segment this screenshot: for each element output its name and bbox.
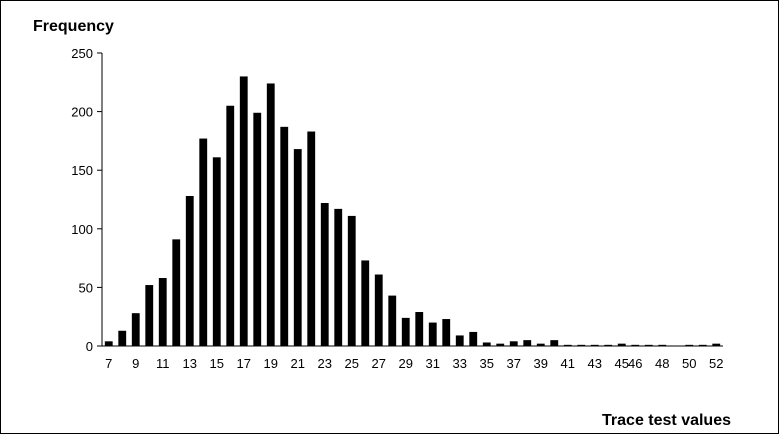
x-tick-label: 43	[588, 356, 602, 371]
y-tick-label: 100	[71, 222, 93, 237]
bar	[658, 344, 667, 346]
x-tick-label: 9	[132, 356, 139, 371]
bar	[617, 343, 626, 346]
bar	[685, 344, 694, 346]
bar	[604, 344, 613, 346]
x-tick-label: 52	[709, 356, 723, 371]
x-tick-label: 31	[426, 356, 440, 371]
x-tick-label: 17	[237, 356, 251, 371]
x-tick-label: 23	[318, 356, 332, 371]
bar	[401, 317, 410, 346]
x-tick-label: 19	[264, 356, 278, 371]
bar	[199, 138, 208, 346]
y-axis-label: Frequency	[33, 18, 114, 35]
y-ticks: 0 50 100 150 200 250	[71, 46, 102, 354]
bar	[509, 341, 518, 346]
bars	[104, 76, 721, 347]
bar	[523, 340, 532, 346]
x-tick-label: 39	[534, 356, 548, 371]
x-tick-label: 21	[291, 356, 305, 371]
x-tick-label: 48	[655, 356, 669, 371]
bar	[226, 105, 235, 347]
bar	[266, 83, 275, 346]
bar	[172, 239, 181, 346]
x-tick-label: 37	[507, 356, 521, 371]
bar	[145, 285, 154, 346]
x-tick-label: 29	[399, 356, 413, 371]
bar	[104, 341, 113, 346]
bar	[442, 319, 451, 346]
bar	[253, 112, 262, 347]
bar	[415, 312, 424, 346]
bar	[428, 322, 437, 346]
bar	[388, 295, 397, 346]
bar	[590, 344, 599, 346]
bar	[347, 215, 356, 346]
bar	[280, 126, 289, 346]
bar	[131, 313, 140, 346]
bar	[455, 335, 464, 346]
x-tick-label: 45	[615, 356, 629, 371]
bar	[496, 343, 505, 346]
bar	[239, 76, 248, 346]
bar	[563, 344, 572, 346]
x-tick-label: 27	[372, 356, 386, 371]
bar	[631, 344, 640, 346]
bar	[293, 149, 302, 346]
bar	[698, 344, 707, 346]
x-tick-label: 41	[561, 356, 575, 371]
bar	[536, 343, 545, 346]
bar	[482, 342, 491, 346]
bar	[712, 343, 721, 346]
bar	[644, 344, 653, 346]
x-tick-label: 11	[156, 356, 170, 371]
x-tick-label: 25	[345, 356, 359, 371]
bar	[118, 330, 127, 346]
x-tick-label: 13	[183, 356, 197, 371]
x-tick-label: 46	[628, 356, 642, 371]
bar	[307, 131, 316, 346]
bar	[334, 208, 343, 346]
y-tick-label: 50	[79, 280, 93, 295]
x-tick-label: 50	[682, 356, 696, 371]
bar	[550, 340, 559, 346]
bar	[374, 274, 383, 346]
x-ticks: 7 9 11 13 15 17 19 21 23 25 27 29 31 33 35 37 39 41 43 45 46…	[105, 356, 723, 371]
bar	[577, 344, 586, 346]
x-tick-label: 35	[480, 356, 494, 371]
bar	[320, 203, 329, 346]
y-tick-label: 0	[86, 339, 93, 354]
x-tick-label: 15	[210, 356, 224, 371]
y-tick-label: 250	[71, 46, 93, 61]
bar	[158, 278, 167, 346]
x-tick-label: 7	[105, 356, 112, 371]
bar	[185, 195, 194, 346]
bar	[469, 331, 478, 346]
bar	[212, 157, 221, 346]
y-tick-label: 150	[71, 163, 93, 178]
x-axis-label: Trace test values	[602, 412, 731, 429]
y-tick-label: 200	[71, 105, 93, 120]
bar	[361, 260, 370, 346]
x-tick-label: 33	[453, 356, 467, 371]
